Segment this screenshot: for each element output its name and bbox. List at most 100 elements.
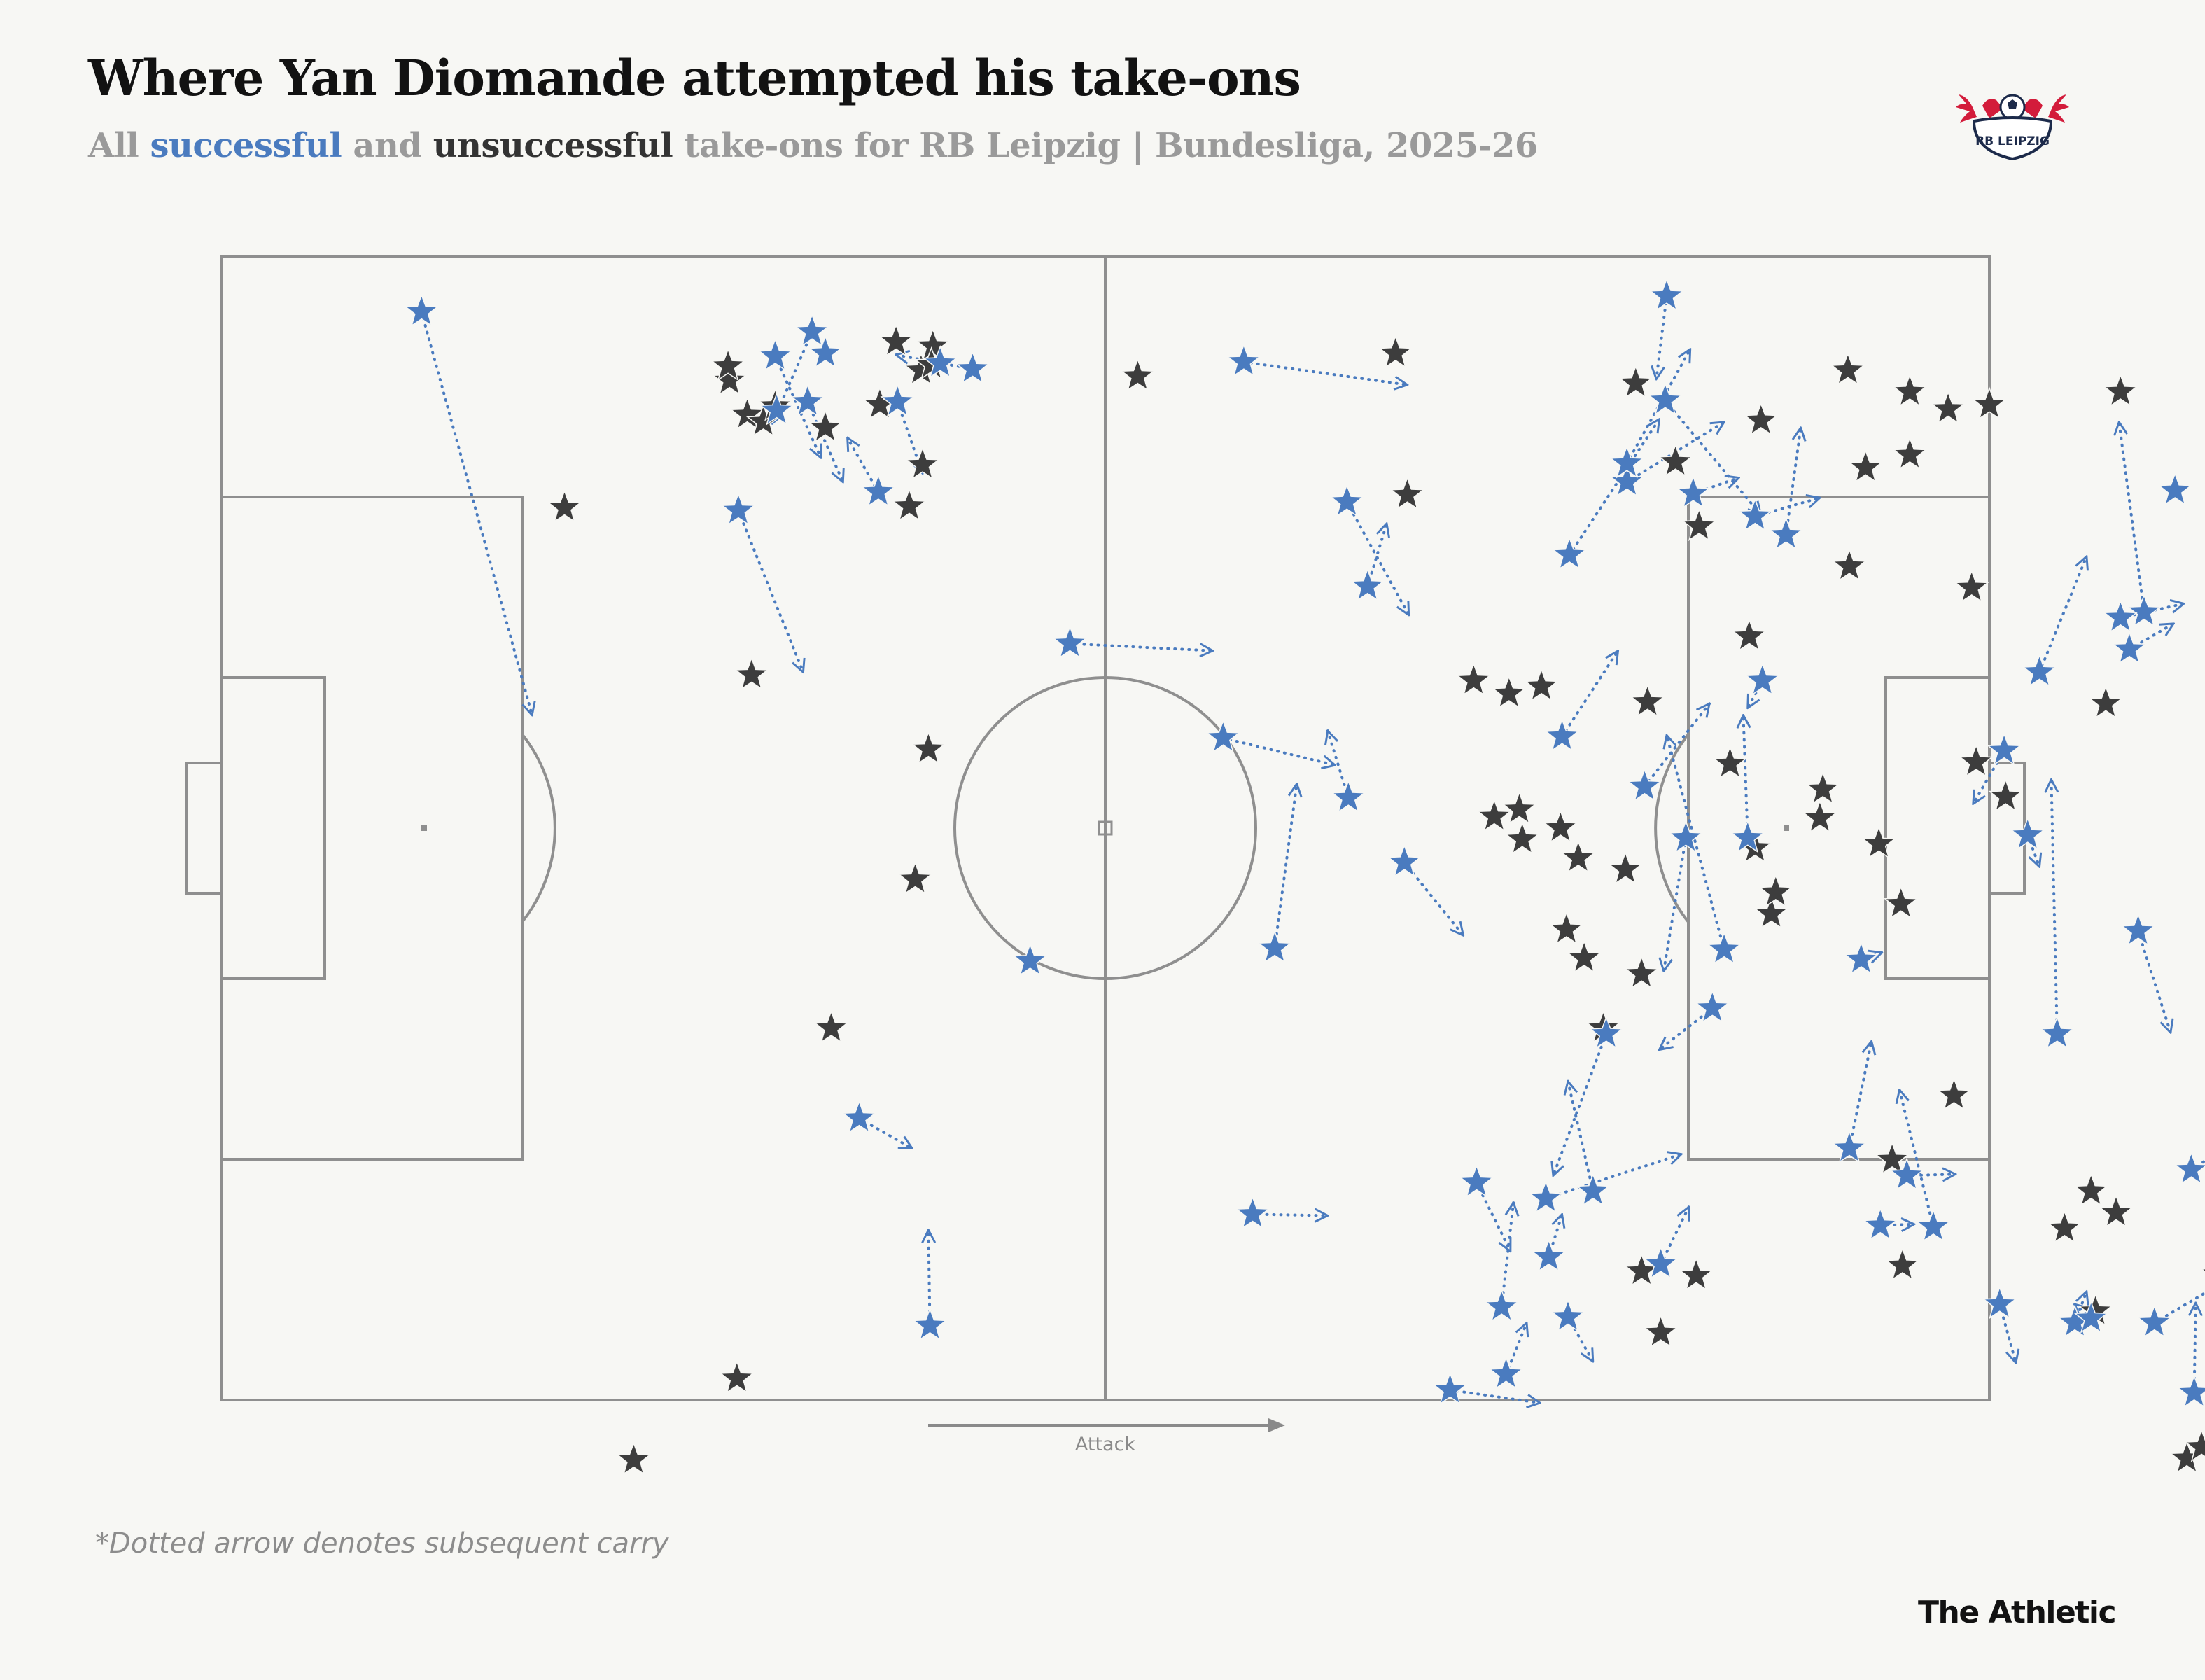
left-penalty-spot: [421, 825, 427, 831]
successful-carry-arrow-24: [1475, 1181, 1512, 1252]
successful-take-on-star-34: [1588, 1015, 1624, 1049]
successful-take-on-star-46: [1744, 662, 1780, 696]
successful-take-on-star-42: [1676, 475, 1711, 509]
unsuccessful-take-on-star-58: [1875, 1141, 1910, 1175]
successful-carry-arrow-52: [1900, 1090, 1935, 1228]
unsuccessful-take-on-star-28: [1456, 662, 1492, 696]
unsuccessful-take-on-star-5: [710, 348, 746, 382]
successful-take-on-star-29: [1552, 536, 1587, 570]
rb-leipzig-crest-icon: RB LEIPZIG: [1956, 94, 2069, 161]
unsuccessful-take-on-star-26: [1502, 791, 1537, 825]
successful-carry-arrow-14: [1068, 642, 1212, 651]
footnote: *Dotted arrow denotes subsequent carry: [95, 1527, 669, 1560]
unsuccessful-take-on-star-29: [1543, 809, 1578, 844]
unsuccessful-take-on-star-3: [712, 362, 748, 396]
successful-take-on-star-40: [1668, 820, 1704, 853]
unsuccessful-take-on-star-20: [1120, 358, 1156, 391]
successful-take-on-star-27: [1531, 1238, 1567, 1272]
right-six-yard-box: [1884, 676, 1991, 980]
left-six-yard-box: [220, 676, 326, 980]
attack-arrowhead-icon: [1268, 1418, 1285, 1432]
successful-take-on-star-51: [1889, 1157, 1924, 1191]
unsuccessful-take-on-star-27: [1504, 821, 1540, 855]
unsuccessful-take-on-star-21: [1378, 335, 1413, 369]
unsuccessful-take-on-star-74: [2200, 1268, 2205, 1273]
successful-carry-arrow-0: [420, 310, 532, 715]
successful-take-on-star-49: [1843, 941, 1879, 975]
successful-carry-arrow-15: [1251, 1214, 1328, 1215]
successful-take-on-star-36: [1643, 1245, 1679, 1280]
successful-take-on-star-37: [1627, 768, 1662, 802]
successful-carry-arrow-41: [1659, 1007, 1714, 1049]
unsuccessful-take-ons-layer: [547, 323, 2205, 1475]
successful-carry-arrow-1: [736, 509, 804, 673]
successful-carry-arrow-19: [1328, 731, 1350, 800]
centre-circle: [953, 676, 1257, 980]
unsuccessful-take-on-star-2: [719, 1360, 755, 1394]
successful-carry-arrow-40: [1664, 836, 1688, 971]
unsuccessful-take-on-star-23: [1524, 668, 1559, 701]
unsuccessful-take-on-star-57: [1884, 1247, 1920, 1281]
left-penalty-area: [220, 496, 524, 1161]
successful-take-on-star-62: [2103, 599, 2138, 633]
successful-carry-arrow-53: [1998, 1303, 2016, 1363]
successful-take-on-star-8: [880, 384, 916, 417]
successful-carry-arrow-56: [2038, 556, 2087, 674]
unsuccessful-take-on-star-67: [2073, 1172, 2109, 1206]
successful-take-on-star-17: [1226, 343, 1261, 377]
unsuccessful-take-on-star-7: [734, 657, 769, 690]
unsuccessful-take-on-star-12: [813, 1009, 849, 1044]
unsuccessful-take-on-star-66: [2047, 1210, 2082, 1244]
unsuccessful-take-on-star-70: [2099, 1194, 2134, 1228]
unsuccessful-take-on-star-34: [1624, 955, 1660, 989]
attack-direction-indicator: Attack: [928, 1418, 1285, 1455]
subtitle-prefix: All: [88, 126, 139, 165]
successful-take-on-star-12: [912, 1307, 948, 1340]
unsuccessful-take-on-star-24: [1476, 798, 1512, 832]
unsuccessful-take-on-star-45: [1712, 745, 1748, 779]
successful-carry-arrow-26: [1500, 1203, 1513, 1309]
unsuccessful-take-on-star-68: [2088, 685, 2124, 719]
successful-carry-arrow-35: [1625, 349, 1692, 465]
successful-take-on-star-47: [1768, 517, 1804, 550]
right-penalty-area: [1687, 496, 1991, 1161]
successful-take-on-star-7: [790, 384, 825, 417]
successful-carry-arrow-43: [1754, 498, 1820, 518]
successful-carry-arrow-54: [1971, 749, 2006, 804]
successful-carry-arrow-29: [1568, 419, 1661, 556]
successful-carry-arrow-39: [1656, 295, 1669, 379]
successful-take-on-star-1: [720, 492, 756, 526]
successful-take-on-star-55: [2010, 817, 2045, 850]
subtitle-suffix: take-ons for RB Leipzig | Bundesliga, 20…: [684, 126, 1538, 165]
left-penalty-arc: [521, 733, 556, 923]
unsuccessful-take-on-star-54: [1861, 825, 1897, 859]
successful-take-on-star-54: [1987, 732, 2022, 766]
unsuccessful-take-on-star-36: [1630, 684, 1665, 718]
successful-take-on-star-19: [1331, 779, 1366, 813]
right-penalty-spot: [1784, 825, 1789, 831]
successful-carry-arrow-60: [2119, 422, 2146, 614]
successful-carry-arrow-55: [2026, 834, 2040, 867]
unsuccessful-take-on-star-14: [911, 731, 946, 764]
successful-carry-arrow-11: [858, 1116, 912, 1150]
successful-take-on-star-3: [794, 314, 830, 347]
successful-carry-arrow-44: [1743, 715, 1747, 840]
successful-take-on-star-0: [404, 293, 440, 327]
successful-carry-arrow-16: [1222, 736, 1335, 765]
successful-take-on-star-65: [2157, 472, 2193, 506]
successful-take-on-star-18: [1257, 930, 1292, 963]
successful-take-on-star-26: [1484, 1289, 1520, 1322]
subtitle-and: and: [353, 126, 422, 165]
successful-take-on-star-21: [1350, 568, 1385, 601]
unsuccessful-take-on-star-56: [1892, 373, 1928, 407]
successful-take-on-star-23: [1432, 1371, 1468, 1405]
logo-text: RB LEIPZIG: [1975, 134, 2050, 148]
successful-take-on-star-50: [1863, 1207, 1898, 1240]
successful-carry-arrow-31: [1560, 651, 1620, 738]
unsuccessful-take-on-star-62: [1959, 743, 1994, 778]
centre-spot: [1098, 820, 1113, 836]
unsuccessful-take-on-star-51: [1832, 548, 1867, 582]
unsuccessful-take-on-star-13: [878, 323, 913, 357]
successful-take-on-star-45: [1707, 931, 1742, 965]
successful-take-on-star-43: [1737, 498, 1773, 531]
